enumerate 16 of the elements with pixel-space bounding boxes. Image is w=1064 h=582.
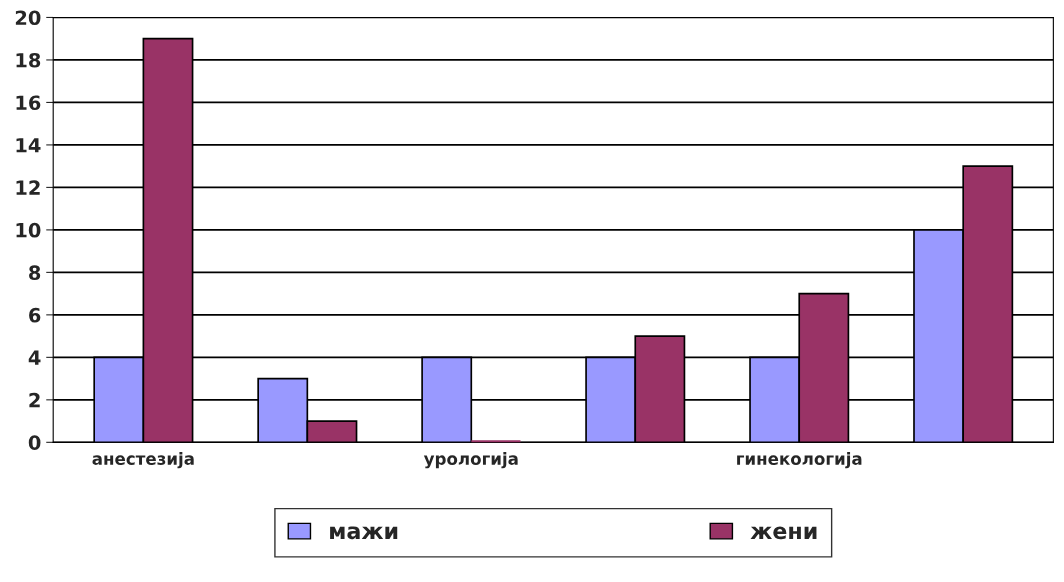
y-tick-label: 2 (29, 392, 40, 408)
legend-label: мажи (330, 526, 398, 540)
y-tick-label: 4 (28, 350, 41, 365)
y-tick-label: 6 (29, 307, 41, 323)
y-tick-label: 14 (16, 138, 41, 153)
y-tick-label: 18 (16, 52, 41, 68)
x-tick-label: урологија (423, 452, 518, 469)
y-tick-label: 20 (15, 10, 41, 26)
y-tick-label: 16 (16, 95, 41, 111)
legend-label: жени (750, 526, 817, 540)
y-tick-label: 12 (16, 180, 40, 195)
x-tick-label: анестезија (92, 452, 194, 469)
x-tick-label: гинекологија (737, 452, 862, 469)
y-tick-label: 0 (28, 435, 41, 450)
y-tick-label: 10 (16, 222, 41, 238)
y-tick-label: 8 (29, 265, 41, 281)
